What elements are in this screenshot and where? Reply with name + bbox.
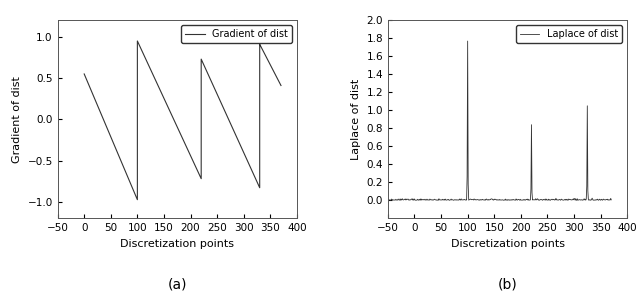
X-axis label: Discretization points: Discretization points [120, 239, 234, 249]
Text: (b): (b) [498, 278, 517, 291]
Y-axis label: Gradient of dist: Gradient of dist [12, 76, 22, 163]
Legend: Laplace of dist: Laplace of dist [516, 25, 622, 43]
Legend: Gradient of dist: Gradient of dist [181, 25, 292, 43]
Y-axis label: Laplace of dist: Laplace of dist [351, 79, 361, 160]
Text: (a): (a) [168, 278, 187, 291]
X-axis label: Discretization points: Discretization points [451, 239, 564, 249]
